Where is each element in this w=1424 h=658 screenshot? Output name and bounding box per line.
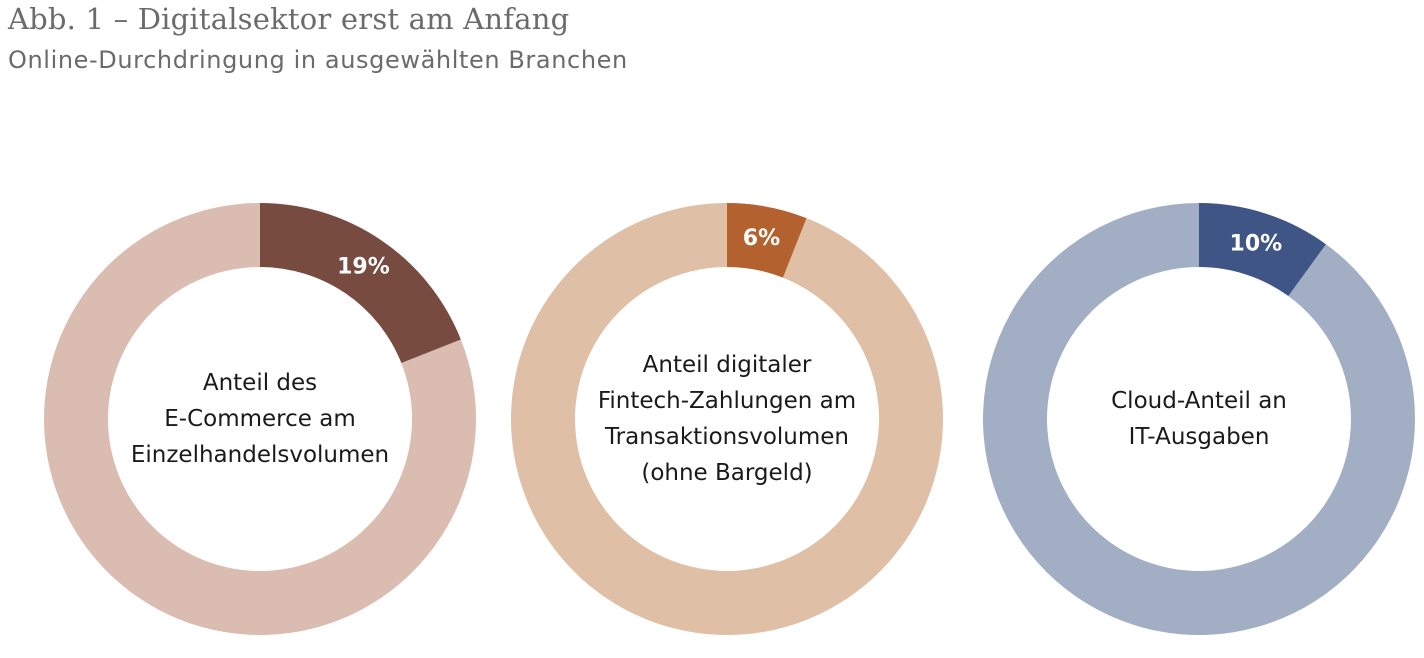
center-label-line: Cloud-Anteil an <box>1111 388 1287 414</box>
center-label-line: Einzelhandelsvolumen <box>131 442 389 468</box>
chart-title: Abb. 1 – Digitalsektor erst am Anfang <box>8 2 570 36</box>
center-label-line: Fintech-Zahlungen am <box>598 388 856 414</box>
center-label-line: Anteil digitaler <box>643 352 812 378</box>
donut-chart-1: 19% Anteil des E-Commerce am Einzelhandelsv… <box>43 203 477 635</box>
center-label-line: E-Commerce am <box>164 406 355 432</box>
donut-value-slice <box>260 203 461 364</box>
value-label: 19% <box>337 254 390 279</box>
donut-value-slice <box>1199 203 1326 297</box>
value-label: 10% <box>1230 232 1283 257</box>
donut-chart-2: 6% Anteil digitaler Fintech-Zahlungen am Tr… <box>511 203 944 635</box>
center-label-line: Transaktionsvolumen <box>604 424 849 450</box>
donut-rest-slice <box>983 203 1416 635</box>
donut-rest-slice <box>511 203 944 635</box>
chart-subtitle: Online-Durchdringung in ausgewählten Bra… <box>8 46 628 74</box>
center-label-line: Anteil des <box>203 370 317 396</box>
donut-rest-slice <box>43 203 477 635</box>
donut-value-slice <box>727 203 807 278</box>
value-label: 6% <box>743 226 780 251</box>
center-label-line: (ohne Bargeld) <box>641 460 812 486</box>
center-label-line: IT-Ausgaben <box>1129 424 1270 450</box>
donut-chart-3: 10% Cloud-Anteil an IT-Ausgaben <box>983 203 1416 635</box>
